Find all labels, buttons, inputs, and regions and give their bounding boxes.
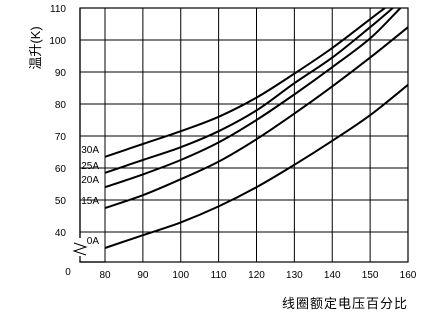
series-line-25a bbox=[104, 8, 394, 174]
plot-frame bbox=[70, 7, 409, 263]
x-tick-label: 80 bbox=[99, 270, 111, 281]
grid bbox=[80, 7, 409, 262]
axis-break-mark bbox=[72, 242, 88, 256]
x-tick-label: 90 bbox=[137, 270, 149, 281]
plot-border bbox=[79, 7, 409, 263]
series-label-15a: 15A bbox=[81, 196, 99, 207]
y-tick-label: 100 bbox=[49, 36, 66, 47]
tick-labels: 40 50 60 70 80 90 100 110 80 90 100 110 120 130 140 150… bbox=[49, 4, 416, 281]
y-tick-label: 60 bbox=[55, 164, 67, 175]
y-axis-label: 温升(K) bbox=[28, 26, 43, 69]
y-tick-label: 110 bbox=[50, 4, 66, 15]
curves bbox=[104, 8, 408, 249]
y-tick-label: 90 bbox=[55, 68, 67, 79]
series-line-15a bbox=[104, 26, 408, 209]
x-tick-label: 110 bbox=[211, 270, 227, 281]
series-line-0a bbox=[104, 84, 408, 249]
series-line-20a bbox=[104, 8, 402, 189]
series-line-30a bbox=[104, 8, 387, 158]
series-label-30a: 30A bbox=[81, 145, 99, 156]
x-tick-label: 160 bbox=[400, 270, 417, 281]
x-tick-label: 130 bbox=[286, 270, 303, 281]
y-tick-label: 80 bbox=[55, 100, 67, 111]
series-label-0a: 0A bbox=[87, 236, 100, 247]
series-label-20a: 20A bbox=[81, 175, 99, 186]
x-tick-label: 150 bbox=[362, 270, 379, 281]
series-labels: 30A 25A 20A 15A 0A bbox=[81, 145, 99, 247]
x-tick-label: 100 bbox=[172, 270, 189, 281]
axis-corner bbox=[79, 256, 105, 263]
origin-label: 0 bbox=[65, 267, 71, 278]
y-tick-label: 70 bbox=[55, 132, 67, 143]
x-tick-label: 140 bbox=[324, 270, 341, 281]
x-axis-label: 线圈额定电压百分比 bbox=[282, 296, 408, 311]
y-tick-label: 40 bbox=[55, 228, 67, 239]
series-label-25a: 25A bbox=[81, 161, 99, 172]
y-tick-label: 50 bbox=[55, 196, 67, 207]
x-tick-label: 120 bbox=[248, 270, 265, 281]
